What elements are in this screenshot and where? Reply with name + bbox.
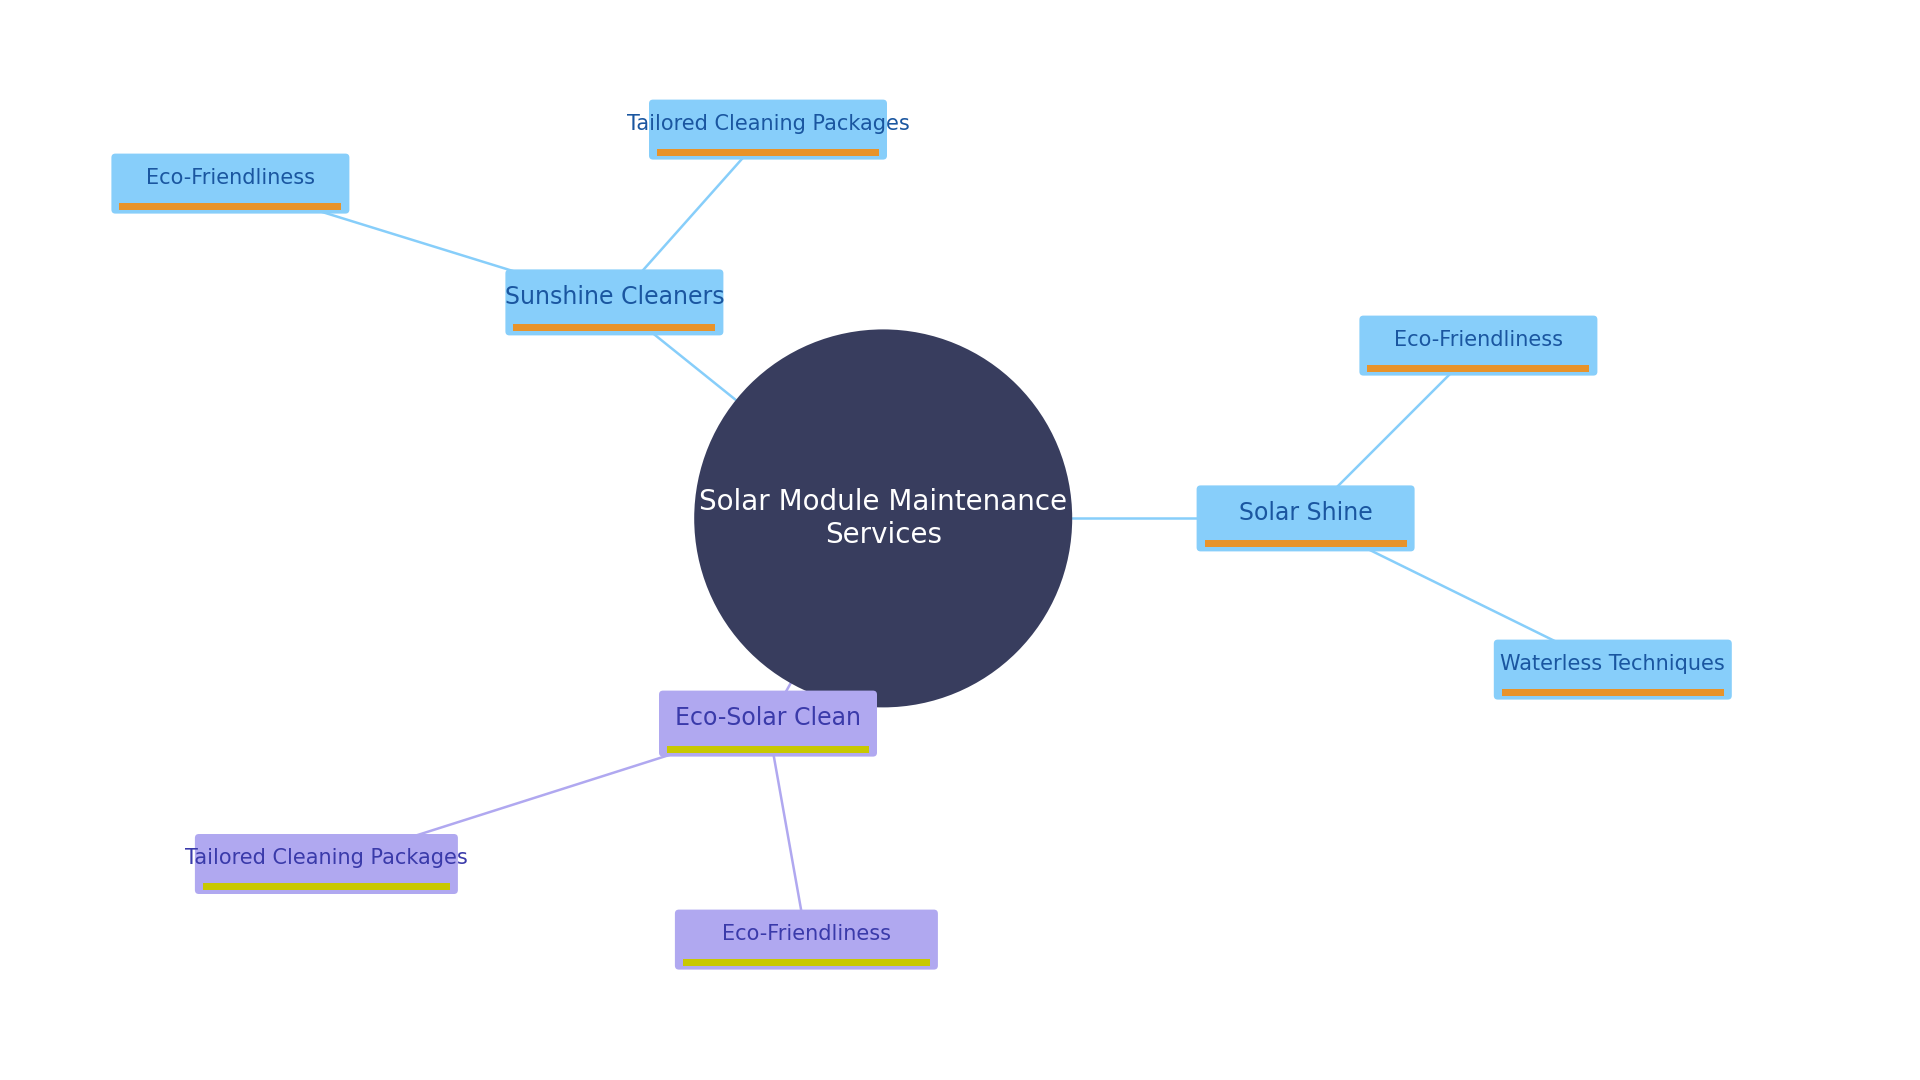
FancyBboxPatch shape xyxy=(1359,315,1597,376)
FancyBboxPatch shape xyxy=(505,269,724,336)
Circle shape xyxy=(695,329,1071,707)
FancyBboxPatch shape xyxy=(676,909,937,970)
FancyBboxPatch shape xyxy=(1196,485,1415,552)
Text: Eco-Friendliness: Eco-Friendliness xyxy=(722,924,891,944)
Text: Eco-Solar Clean: Eco-Solar Clean xyxy=(676,706,860,730)
FancyBboxPatch shape xyxy=(649,99,887,160)
FancyBboxPatch shape xyxy=(657,149,879,156)
FancyBboxPatch shape xyxy=(111,153,349,214)
FancyBboxPatch shape xyxy=(513,324,716,332)
FancyBboxPatch shape xyxy=(204,883,449,890)
FancyBboxPatch shape xyxy=(119,203,342,210)
Text: Solar Module Maintenance
Services: Solar Module Maintenance Services xyxy=(699,488,1068,549)
FancyBboxPatch shape xyxy=(1204,540,1407,548)
Text: Solar Shine: Solar Shine xyxy=(1238,501,1373,525)
FancyBboxPatch shape xyxy=(659,690,877,757)
Text: Tailored Cleaning Packages: Tailored Cleaning Packages xyxy=(184,849,468,868)
Text: Eco-Friendliness: Eco-Friendliness xyxy=(146,168,315,188)
FancyBboxPatch shape xyxy=(684,959,929,966)
Text: Tailored Cleaning Packages: Tailored Cleaning Packages xyxy=(626,114,910,134)
FancyBboxPatch shape xyxy=(666,745,870,753)
FancyBboxPatch shape xyxy=(196,834,457,894)
FancyBboxPatch shape xyxy=(1501,689,1724,696)
Text: Eco-Friendliness: Eco-Friendliness xyxy=(1394,330,1563,350)
FancyBboxPatch shape xyxy=(1367,365,1590,372)
FancyBboxPatch shape xyxy=(1494,639,1732,700)
Text: Waterless Techniques: Waterless Techniques xyxy=(1500,654,1726,674)
Text: Sunshine Cleaners: Sunshine Cleaners xyxy=(505,285,724,309)
